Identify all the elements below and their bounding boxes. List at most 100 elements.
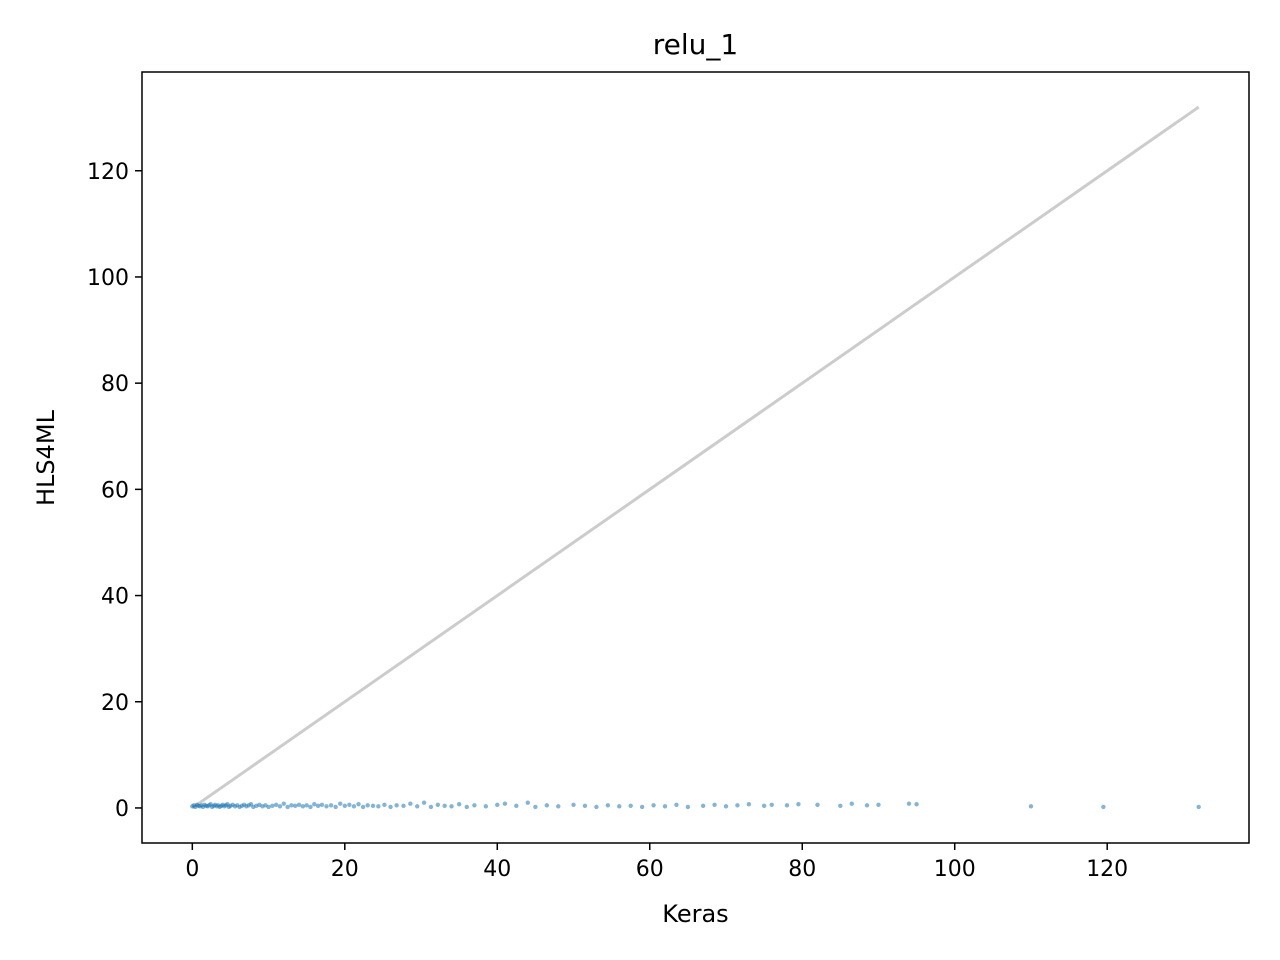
scatter-point [347, 802, 352, 807]
scatter-point [472, 803, 477, 808]
scatter-point [428, 804, 434, 810]
scatter-point [382, 802, 387, 807]
scatter-point [356, 802, 361, 807]
scatter-point [315, 803, 321, 809]
scatter-point [370, 803, 376, 809]
scatter-point [289, 803, 294, 808]
scatter-point [876, 802, 881, 807]
scatter-point [312, 802, 317, 807]
scatter-point [408, 801, 413, 806]
scatter-point [796, 802, 801, 807]
scatter-point [1196, 804, 1201, 810]
scatter-point [308, 804, 313, 810]
scatter-point [495, 802, 500, 807]
scatter-point [784, 803, 790, 808]
y-tick-label: 80 [101, 372, 129, 397]
scatter-point [421, 800, 427, 805]
scatter-point [617, 804, 622, 809]
y-tick-label: 60 [101, 478, 129, 503]
scatter-point [582, 803, 588, 809]
scatter-point [394, 803, 399, 808]
scatter-point [342, 803, 347, 809]
x-tick-label: 0 [185, 857, 199, 882]
scatter-point [628, 803, 633, 809]
identity-reference-line [191, 105, 1200, 810]
scatter-point [293, 803, 298, 809]
scatter-point [415, 804, 420, 809]
scatter-point [769, 802, 774, 807]
scatter-point [435, 802, 441, 807]
scatter-point [849, 801, 854, 806]
scatter-point [319, 802, 325, 807]
scatter-point [300, 804, 306, 809]
y-tick-label: 100 [87, 266, 129, 291]
y-tick-label: 0 [115, 797, 129, 822]
scatter-point [328, 803, 334, 808]
scatter-point [571, 802, 576, 807]
scatter-point [639, 804, 645, 810]
scatter-point [464, 804, 469, 810]
x-tick-label: 80 [788, 857, 816, 882]
scatter-point [544, 803, 550, 808]
scatter-point [674, 802, 679, 807]
scatter-point [761, 803, 767, 809]
scatter-point [296, 802, 302, 807]
scatter-point [525, 800, 530, 805]
x-tick-label: 40 [483, 857, 511, 882]
scatter-point [401, 803, 406, 809]
scatter-point [651, 803, 656, 808]
scatter-point [723, 804, 729, 809]
x-tick-label: 60 [636, 857, 664, 882]
y-tick-label: 120 [87, 160, 129, 185]
scatter-points [190, 800, 1201, 810]
scatter-point [864, 803, 870, 808]
scatter-point [266, 804, 271, 810]
scatter-point [746, 802, 752, 807]
y-axis: 0 20 40 60 80 100 120 [87, 160, 142, 822]
scatter-point [442, 803, 447, 809]
scatter-point [838, 803, 843, 809]
x-axis-label: Keras [662, 900, 728, 928]
scatter-point [685, 804, 691, 810]
scatter-point [277, 804, 283, 809]
scatter-point [338, 801, 343, 806]
scatter-point [270, 803, 275, 809]
scatter-point [304, 803, 309, 808]
x-tick-label: 120 [1086, 857, 1128, 882]
scatter-point [333, 804, 338, 810]
scatter-point [273, 802, 279, 807]
scatter-point [456, 802, 462, 807]
scatter-point [365, 803, 370, 808]
x-tick-label: 100 [934, 857, 976, 882]
scatter-point [285, 804, 290, 810]
scatter-point [388, 804, 393, 810]
y-axis-label: HLS4ML [32, 409, 60, 506]
scatter-point [514, 803, 519, 809]
y-tick-label: 40 [101, 585, 129, 610]
chart-title: relu_1 [653, 28, 738, 61]
y-tick-label: 20 [101, 691, 129, 716]
scatter-point [662, 804, 668, 809]
scatter-point [914, 802, 919, 807]
scatter-point [376, 804, 381, 809]
scatter-point [360, 804, 366, 810]
scatter-point [324, 804, 329, 809]
scatter-point [483, 804, 489, 809]
scatter-point [449, 804, 454, 809]
scatter-point [556, 804, 561, 809]
reference-line-layer [191, 105, 1200, 810]
x-tick-label: 20 [331, 857, 359, 882]
scatter-point [281, 801, 287, 806]
x-axis: 0 20 40 60 80 100 120 [185, 843, 1128, 882]
scatter-point [594, 804, 599, 810]
scatter-point [712, 802, 717, 807]
scatter-point [351, 804, 357, 809]
scatter-point [533, 804, 538, 810]
scatter-point [815, 802, 820, 807]
scatter-point [735, 803, 740, 808]
scatter-point [502, 801, 508, 806]
scatter-point [700, 803, 706, 809]
scatter-point [1101, 804, 1106, 810]
plot-frame [141, 71, 1250, 844]
